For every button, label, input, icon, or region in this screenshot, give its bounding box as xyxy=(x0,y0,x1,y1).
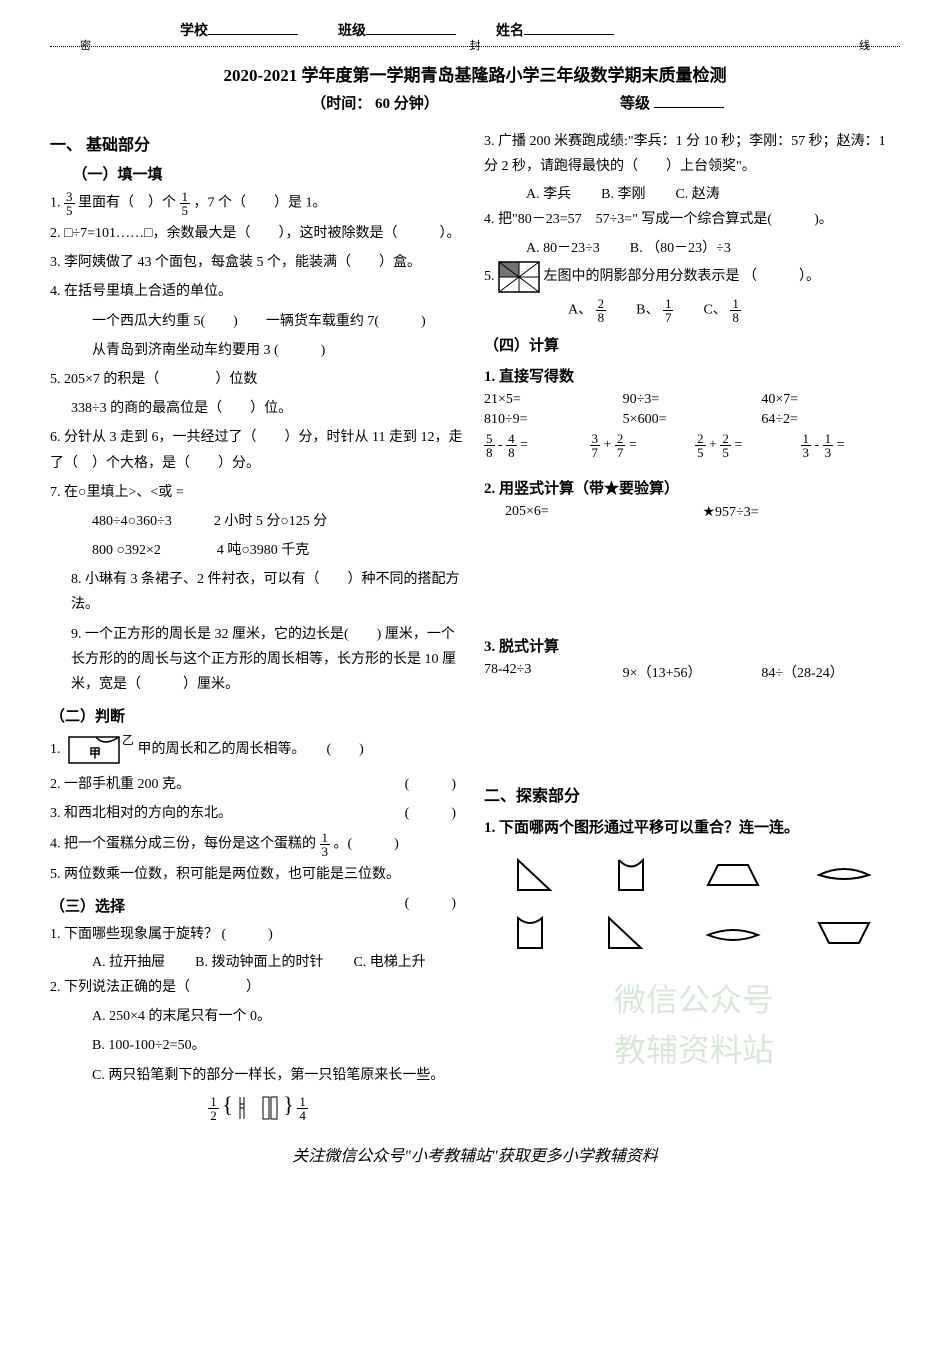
pencil1-icon xyxy=(236,1094,256,1122)
subhead-calc: （四）计算 xyxy=(484,334,900,355)
j1: 1. 乙 甲 甲的周长和乙的周长相等。 ( ) xyxy=(50,732,466,768)
shaded-rect-icon xyxy=(498,261,540,293)
sealed-labels: 密 封 线 xyxy=(50,37,900,53)
pencil-diagram: 12 { } 14 xyxy=(50,1092,466,1123)
q4b: 从青岛到济南坐动车约要用 3 ( ) xyxy=(50,338,466,363)
ushape2-icon xyxy=(510,913,550,953)
c1: 1. 下面哪些现象属于旋转？ ( ) xyxy=(50,922,466,947)
rq5: 5. 左图中的阴影部分用分数表示是 （ ）。 xyxy=(484,261,900,293)
q5b: 338÷3 的商的最高位是（ ）位。 xyxy=(50,396,466,421)
time-label: （时间： 60 分钟） xyxy=(50,92,620,113)
subhead-fill: （一）填一填 xyxy=(50,163,466,184)
q5: 5. 205×7 的积是（ ）位数 xyxy=(50,367,466,392)
section-1-head: 一、 基础部分 xyxy=(50,131,466,155)
footer: 关注微信公众号"小考教辅站"获取更多小学教辅资料 xyxy=(50,1142,900,1166)
calc1-head: 1. 直接写得数 xyxy=(484,365,900,386)
q3: 3. 李阿姨做了 43 个面包，每盒装 5 个，能装满（ ）盒。 xyxy=(50,250,466,275)
subhead-judge: （二）判断 xyxy=(50,705,466,726)
svg-text:乙: 乙 xyxy=(122,733,134,747)
exam-title: 2020-2021 学年度第一学期青岛基隆路小学三年级数学期末质量检测 xyxy=(50,61,900,86)
subtitle-row: （时间： 60 分钟） 等级 xyxy=(50,92,900,113)
svg-text:甲: 甲 xyxy=(89,746,101,760)
q2: 2. □÷7=101……□，余数最大是（ ），这时被除数是（ ）。 xyxy=(50,221,466,246)
ushape-icon xyxy=(611,855,651,895)
c2a: A. 250×4 的末尾只有一个 0。 xyxy=(50,1004,466,1029)
calc3-items: 78-42÷3 9×（13+56） 84÷（28-24） xyxy=(484,662,900,682)
c2c: C. 两只铅笔剩下的部分一样长，第一只铅笔原来长一些。 xyxy=(50,1063,466,1088)
q7a: 480÷4○360÷3 2 小时 5 分○125 分 xyxy=(50,509,466,534)
q9: 9. 一个正方形的周长是 32 厘米，它的边长是( ) 厘米，一个长方形的的周长… xyxy=(50,622,466,698)
rq3: 3. 广播 200 米赛跑成绩:"李兵：1 分 10 秒；李刚：57 秒；赵涛：… xyxy=(484,129,900,179)
shapes-row-bottom xyxy=(484,913,900,953)
j4: 4. 把一个蛋糕分成三份，每份是这个蛋糕的 13 。( ) xyxy=(50,831,466,858)
sealed-line xyxy=(50,46,900,47)
q4: 4. 在括号里填上合适的单位。 xyxy=(50,279,466,304)
calc-row-1: 21×5= 90÷3= 40×7= xyxy=(484,392,900,408)
q7b: 800 ○392×2 4 吨○3980 千克 xyxy=(50,538,466,563)
watermark-2: 教辅资料站 xyxy=(614,1025,774,1071)
pencil2-icon xyxy=(260,1094,280,1122)
grade-label: 等级 xyxy=(620,92,900,113)
section-2-head: 二、探索部分 xyxy=(484,782,900,806)
q6: 6. 分针从 3 走到 6，一共经过了（ ）分，时针从 11 走到 12，走了（… xyxy=(50,425,466,475)
c2: 2. 下列说法正确的是（ ） xyxy=(50,975,466,1000)
page: 学校 班级 姓名 密 封 线 2020-2021 学年度第一学期青岛基隆路小学三… xyxy=(0,0,950,1176)
calc-row-2: 810÷9= 5×600= 64÷2= xyxy=(484,412,900,428)
school-label: 学校 xyxy=(180,20,298,40)
watermark-1: 微信公众号 xyxy=(614,975,774,1021)
subhead-choice: （三）选择 xyxy=(50,895,466,916)
j2: 2. 一部手机重 200 克。( ) xyxy=(50,772,466,797)
class-label: 班级 xyxy=(338,20,456,40)
triangle-icon xyxy=(510,855,560,895)
calc3-head: 3. 脱式计算 xyxy=(484,635,900,656)
q7: 7. 在○里填上>、<或 = xyxy=(50,480,466,505)
q4a: 一个西瓜大约重 5( ) 一辆货车载重约 7( ) xyxy=(50,309,466,334)
c2b: B. 100-100÷2=50。 xyxy=(50,1033,466,1058)
triangle2-icon xyxy=(601,913,651,953)
shapes-row-top xyxy=(484,855,900,895)
explore1: 1. 下面哪两个图形通过平移可以重合？连一连。 xyxy=(484,816,900,837)
content-columns: 一、 基础部分 （一）填一填 1. 35 里面有（ ）个 15 ，7 个（ ）是… xyxy=(50,125,900,1122)
q1: 1. 35 里面有（ ）个 15 ，7 个（ ）是 1。 xyxy=(50,190,466,217)
calc2-items: 205×6= ★957÷3= xyxy=(484,504,900,521)
j3: 3. 和西北相对的方向的东北。( ) xyxy=(50,801,466,826)
name-label: 姓名 xyxy=(496,20,614,40)
j5: 5. 两位数乘一位数，积可能是两位数，也可能是三位数。 xyxy=(50,862,466,887)
right-column: 3. 广播 200 米赛跑成绩:"李兵：1 分 10 秒；李刚：57 秒；赵涛：… xyxy=(484,125,900,1122)
rq4: 4. 把"80－23=57 57÷3=" 写成一个综合算式是( )。 xyxy=(484,207,900,232)
q8: 8. 小琳有 3 条裙子、2 件衬衣，可以有（ ）种不同的搭配方法。 xyxy=(50,567,466,617)
trapezoid-icon xyxy=(703,860,763,890)
left-column: 一、 基础部分 （一）填一填 1. 35 里面有（ ）个 15 ，7 个（ ）是… xyxy=(50,125,466,1122)
calc-row-3: 58 - 48 = 37 + 27 = 25 + 25 = 13 - 13 = xyxy=(484,432,900,459)
c1-options: A. 拉开抽屉 B. 拨动钟面上的时针 C. 电梯上升 xyxy=(50,951,466,971)
calc2-head: 2. 用竖式计算（带★要验算） xyxy=(484,477,900,498)
j1-shape-icon: 乙 甲 xyxy=(64,732,134,768)
rq5-options: A、 28 B、 17 C、 18 xyxy=(484,297,900,324)
rq4-options: A. 80－23÷3 B. （80－23）÷3 xyxy=(484,237,900,257)
lens2-icon xyxy=(703,923,763,943)
trapezoid2-icon xyxy=(814,918,874,948)
lens-icon xyxy=(814,865,874,885)
rq3-options: A. 李兵 B. 李刚 C. 赵涛 xyxy=(484,183,900,203)
